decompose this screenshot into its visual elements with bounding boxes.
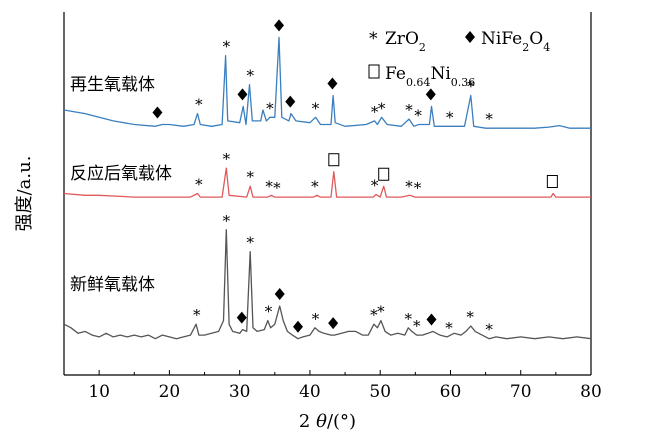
legend-label: NiFe2O4 [481, 29, 550, 54]
asterisk-marker: * [195, 176, 203, 194]
x-tick-label: 70 [510, 382, 532, 402]
asterisk-marker: * [371, 103, 379, 121]
asterisk-marker: * [377, 303, 385, 321]
legend-entry: NiFe2O4 [465, 29, 550, 54]
asterisk-marker: * [371, 177, 379, 195]
asterisk-marker: * [413, 317, 421, 335]
series-layer [63, 36, 592, 340]
series-line [63, 167, 591, 198]
diamond-marker [285, 95, 296, 108]
x-tick-label: 40 [299, 382, 321, 402]
diamond-marker [327, 77, 338, 90]
diamond-marker [236, 311, 247, 324]
asterisk-marker: * [266, 99, 274, 117]
legend-entry: * ZrO2 [369, 29, 426, 54]
asterisk-marker: * [223, 212, 231, 230]
asterisk-marker: * [466, 308, 474, 326]
series-label: 新鲜氧载体 [70, 275, 155, 295]
asterisk-marker: * [370, 306, 378, 324]
x-tick-label: 30 [229, 382, 251, 402]
asterisk-marker: * [311, 177, 319, 195]
series-line [63, 36, 591, 129]
x-tick-label: 20 [159, 382, 181, 402]
asterisk-marker: * [467, 77, 475, 95]
square-marker [546, 175, 558, 188]
asterisk-marker: * [414, 107, 422, 125]
x-tick-label: 80 [580, 382, 602, 402]
x-tick-label: 60 [440, 382, 462, 402]
peak-markers: **** * * * * * ******* * * * * ***** * * * * * *** [152, 19, 558, 339]
asterisk-marker: * [405, 101, 413, 119]
asterisk-marker: * [312, 310, 320, 328]
asterisk-marker: * [485, 321, 493, 339]
series-label: 反应后氧载体 [70, 164, 172, 184]
asterisk-marker: * [265, 303, 273, 321]
x-tick-label: 10 [88, 382, 110, 402]
diamond-marker [274, 19, 285, 32]
diamond-marker [152, 106, 163, 119]
asterisk-marker: * [193, 306, 201, 324]
legend-asterisk: * [369, 29, 378, 49]
series-label: 再生氧载体 [70, 75, 155, 95]
asterisk-marker: * [405, 177, 413, 195]
legend-entry: Fe0.64Ni0.36 [368, 64, 475, 89]
diamond-marker [237, 88, 248, 101]
square-marker [378, 167, 390, 181]
legend-label: ZrO2 [385, 29, 426, 54]
asterisk-marker: * [223, 150, 231, 168]
asterisk-marker: * [414, 179, 422, 197]
x-tick-label: 50 [369, 382, 391, 402]
asterisk-marker: * [445, 319, 453, 337]
asterisk-marker: * [446, 108, 454, 126]
legend-label: Fe0.64Ni0.36 [385, 64, 475, 89]
legend-square [368, 64, 380, 79]
legend-diamond [465, 31, 475, 43]
asterisk-marker: * [265, 177, 273, 195]
diamond-marker [292, 320, 303, 333]
asterisk-marker: * [485, 110, 493, 128]
diamond-marker [274, 288, 285, 301]
diamond-marker [425, 88, 436, 101]
asterisk-marker: * [246, 234, 254, 252]
plot-frame [63, 12, 592, 376]
series-line [63, 229, 592, 340]
diamond-marker [328, 317, 339, 330]
asterisk-marker: * [273, 179, 281, 197]
asterisk-marker: * [246, 168, 254, 186]
y-axis-title: 强度/a.u. [14, 156, 35, 232]
asterisk-marker: * [223, 38, 231, 56]
asterisk-marker: * [195, 96, 203, 114]
square-marker [328, 153, 340, 167]
diamond-marker [426, 313, 437, 326]
x-axis-title: 2 θ/(°) [299, 411, 356, 432]
asterisk-marker: * [405, 310, 413, 328]
x-axis: 10 20 30 40 50 60 70 80 [63, 370, 602, 402]
asterisk-marker: * [378, 99, 386, 117]
asterisk-marker: * [312, 99, 320, 117]
asterisk-marker: * [246, 67, 254, 85]
